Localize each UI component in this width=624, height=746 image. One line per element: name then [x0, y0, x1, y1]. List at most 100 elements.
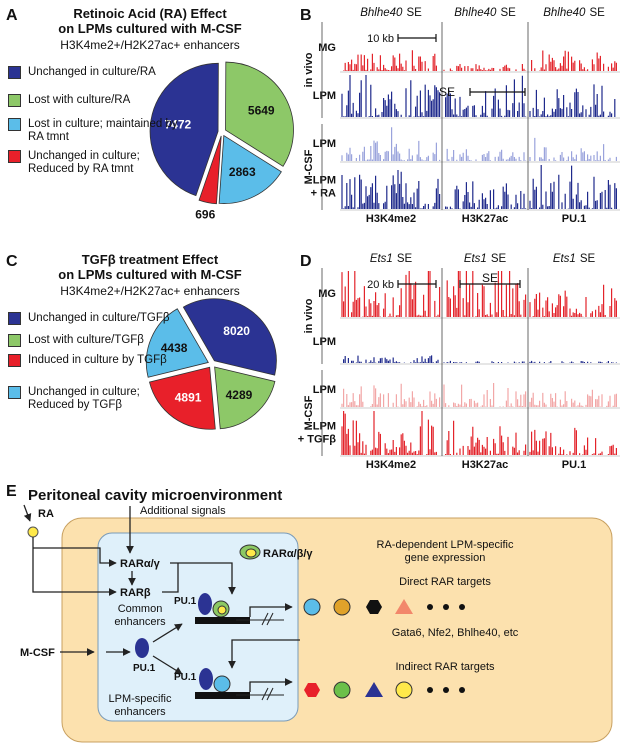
- column-footer: PU.1: [562, 459, 586, 471]
- label: RARβ: [120, 587, 151, 599]
- legend-entry: Lost in culture; maintained by RA tmnt: [8, 118, 183, 144]
- ra-molecule: [27, 526, 39, 538]
- gene-icon: [333, 681, 351, 699]
- chart-title: on LPMs cultured with M-CSF: [58, 21, 241, 36]
- label: RA: [38, 508, 54, 520]
- panel-label: E: [6, 483, 17, 500]
- gene-icon: [366, 600, 382, 614]
- break-mark: [261, 687, 274, 701]
- pie-slice: [145, 308, 209, 378]
- arrow: [152, 655, 183, 675]
- label: enhancers: [114, 616, 166, 628]
- se-bracket: [459, 280, 521, 288]
- legend-entry: Induced in culture by TGFβ: [8, 354, 183, 367]
- signal-track: [531, 50, 617, 71]
- label: PU.1: [174, 596, 197, 607]
- gene-name: Ets1: [370, 253, 393, 265]
- legend-entry: Lost with culture/TGFβ: [8, 334, 183, 347]
- chart-subtitle: H3K4me2+/H2K27ac+ enhancers: [60, 38, 239, 52]
- scale-label: 10 kb: [367, 33, 394, 45]
- row-label: LPM: [313, 336, 336, 348]
- gene-icon: [304, 683, 320, 697]
- panel-label: B: [300, 7, 312, 24]
- signal-track: [341, 75, 441, 117]
- region-tag: SE: [491, 253, 507, 265]
- signal-track: [445, 420, 527, 455]
- pie-slice: [198, 135, 222, 205]
- column-header: Ets1 SE: [370, 253, 413, 265]
- value-label: 2863: [229, 165, 256, 179]
- row-label: MG: [318, 42, 336, 54]
- panel-label: D: [300, 253, 312, 270]
- gene-icon: [395, 681, 413, 699]
- signal-track: [529, 389, 617, 407]
- diagram: Peritoneal cavity microenvironment RA Ad…: [20, 487, 613, 743]
- label: LPM-specific: [109, 693, 172, 705]
- chart-title: Retinoic Acid (RA) Effect: [73, 6, 227, 21]
- cofactor: [213, 675, 231, 693]
- arrow: [249, 678, 293, 692]
- legend-entry: Unchanged in culture/TGFβ: [8, 312, 183, 325]
- legend-swatch: [8, 94, 21, 107]
- value-label: 4891: [175, 391, 202, 405]
- arrow: [33, 547, 117, 567]
- legend-swatch: [8, 386, 21, 399]
- rar-dimer: [245, 548, 257, 558]
- arrow: [249, 603, 293, 617]
- signal-track: [445, 75, 527, 117]
- scale-bar: [397, 280, 437, 288]
- label: Additional signals: [140, 505, 226, 517]
- group-label: M-CSF: [303, 149, 315, 184]
- legend-swatch: [8, 312, 21, 325]
- signal-track: [529, 137, 617, 161]
- gene-name: Ets1: [464, 253, 487, 265]
- legend-label: Unchanged in culture; Reduced by TGFβ: [28, 386, 140, 411]
- group-label: in vivo: [303, 52, 315, 87]
- ellipsis-dot: [443, 687, 449, 693]
- gene-name: Ets1: [553, 253, 576, 265]
- ellipsis-dot: [443, 604, 449, 610]
- legend-label: Unchanged in culture; Reduced by RA tmnt: [28, 150, 140, 175]
- chart-title: TGFβ treatment Effect: [82, 252, 219, 267]
- legend-label: Lost in culture; maintained by RA tmnt: [28, 118, 178, 143]
- legend-label: Unchanged in culture/TGFβ: [28, 312, 170, 324]
- row-label: LPM: [313, 421, 336, 433]
- label: Indirect RAR targets: [395, 661, 495, 673]
- column-footer: H3K27ac: [462, 213, 508, 225]
- region-tag: SE: [580, 253, 596, 265]
- signal-track: [529, 165, 617, 209]
- column-footer: H3K4me2: [366, 213, 416, 225]
- pie-slice: [148, 366, 216, 430]
- column-header: Ets1 SE: [464, 253, 507, 265]
- row-label: LPM: [313, 384, 336, 396]
- ra-molecule: [217, 605, 227, 615]
- arrow: [152, 623, 183, 643]
- gene-icon: [365, 682, 383, 697]
- pie-slice: [182, 298, 277, 376]
- se-label: SE: [439, 85, 455, 99]
- legend-entry: Unchanged in culture/RA: [8, 66, 183, 79]
- signal-track: [443, 360, 525, 363]
- gene-name: Bhlhe40: [454, 7, 497, 19]
- chart-title: on LPMs cultured with M-CSF: [58, 267, 241, 282]
- enhancer-dna: [195, 617, 250, 624]
- region-tag: SE: [406, 7, 422, 19]
- scale-label: 20 kb: [367, 279, 394, 291]
- value-label: 4438: [161, 341, 188, 355]
- row-label: LPM: [313, 90, 336, 102]
- label: Common: [118, 603, 163, 615]
- row-label: + RA: [311, 188, 336, 200]
- legend-swatch: [8, 354, 21, 367]
- enhancer-box: [97, 532, 299, 722]
- signal-track: [529, 84, 616, 117]
- value-label: 8020: [223, 324, 250, 338]
- signal-track: [443, 383, 527, 407]
- row-label: LPM: [313, 175, 336, 187]
- arrow: [170, 562, 236, 595]
- pu1-protein: [135, 638, 149, 658]
- gene-name: Bhlhe40: [543, 7, 586, 19]
- enhancer-dna: [195, 692, 250, 699]
- legend-swatch: [8, 150, 21, 163]
- region-tag: SE: [397, 253, 413, 265]
